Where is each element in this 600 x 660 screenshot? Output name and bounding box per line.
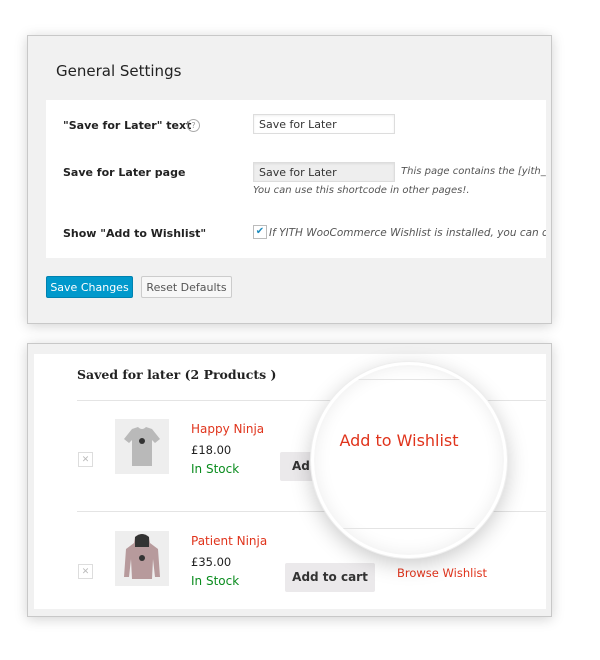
hoodie-icon bbox=[124, 534, 160, 579]
save-for-later-page-label: Save for Later page bbox=[63, 166, 186, 179]
save-for-later-text-input[interactable]: Save for Later bbox=[253, 114, 395, 134]
product-name-link[interactable]: Patient Ninja bbox=[191, 534, 268, 548]
remove-item-button[interactable]: ✕ bbox=[78, 564, 93, 579]
product-price: £18.00 bbox=[191, 443, 232, 457]
page-description-2: You can use this shortcode in other page… bbox=[253, 185, 470, 196]
saved-heading: Saved for later (2 Products ) bbox=[77, 367, 277, 382]
show-add-to-wishlist-label: Show "Add to Wishlist" bbox=[63, 227, 207, 240]
save-for-later-text-label: "Save for Later" text bbox=[63, 119, 192, 132]
product-name-link[interactable]: Happy Ninja bbox=[191, 422, 265, 436]
divider bbox=[77, 400, 546, 401]
add-to-cart-button[interactable]: Add to cart bbox=[285, 563, 375, 592]
stock-status: In Stock bbox=[191, 462, 240, 476]
page-title: General Settings bbox=[56, 62, 182, 80]
remove-item-button[interactable]: ✕ bbox=[78, 452, 93, 467]
divider bbox=[77, 511, 546, 512]
divider bbox=[314, 379, 504, 380]
settings-form: "Save for Later" text ? Save for Later S… bbox=[46, 100, 546, 258]
save-changes-button[interactable]: Save Changes bbox=[46, 276, 133, 298]
divider bbox=[314, 528, 504, 529]
hoodie-thumbnail[interactable] bbox=[115, 531, 169, 586]
stock-status: In Stock bbox=[191, 574, 240, 588]
tshirt-icon bbox=[124, 427, 160, 466]
tshirt-thumbnail[interactable] bbox=[115, 419, 169, 474]
question-circle-icon[interactable]: ? bbox=[187, 119, 200, 132]
wishlist-description: If YITH WooCommerce Wishlist is installe… bbox=[269, 227, 546, 239]
add-to-wishlist-link[interactable]: Add to Wishlist bbox=[339, 431, 459, 450]
reset-defaults-button[interactable]: Reset Defaults bbox=[141, 276, 232, 298]
general-settings-panel: General Settings "Save for Later" text ?… bbox=[27, 35, 552, 324]
page-description: This page contains the [yith_ws bbox=[401, 166, 546, 177]
save-for-later-page-select[interactable]: Save for Later bbox=[253, 162, 395, 182]
magnifier-lens: Add to Wishlist bbox=[311, 362, 507, 558]
product-price: £35.00 bbox=[191, 555, 232, 569]
show-add-to-wishlist-checkbox[interactable]: ✔ bbox=[253, 225, 267, 239]
checkmark-icon: ✔ bbox=[255, 226, 265, 237]
browse-wishlist-link[interactable]: Browse Wishlist bbox=[397, 566, 488, 580]
add-to-cart-button[interactable]: Add to cart bbox=[280, 452, 314, 481]
